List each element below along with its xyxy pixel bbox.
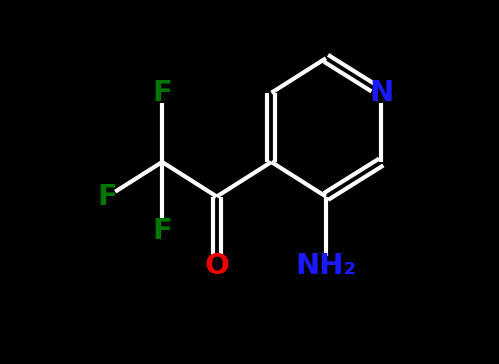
FancyBboxPatch shape <box>157 221 168 241</box>
FancyBboxPatch shape <box>376 83 387 103</box>
Text: F: F <box>98 183 117 210</box>
Text: NH₂: NH₂ <box>295 252 357 280</box>
Text: O: O <box>204 252 229 280</box>
FancyBboxPatch shape <box>211 256 222 276</box>
FancyBboxPatch shape <box>314 256 338 276</box>
FancyBboxPatch shape <box>157 83 168 103</box>
FancyBboxPatch shape <box>102 186 113 206</box>
Text: F: F <box>152 217 172 245</box>
Text: F: F <box>152 79 172 107</box>
Text: N: N <box>369 79 393 107</box>
